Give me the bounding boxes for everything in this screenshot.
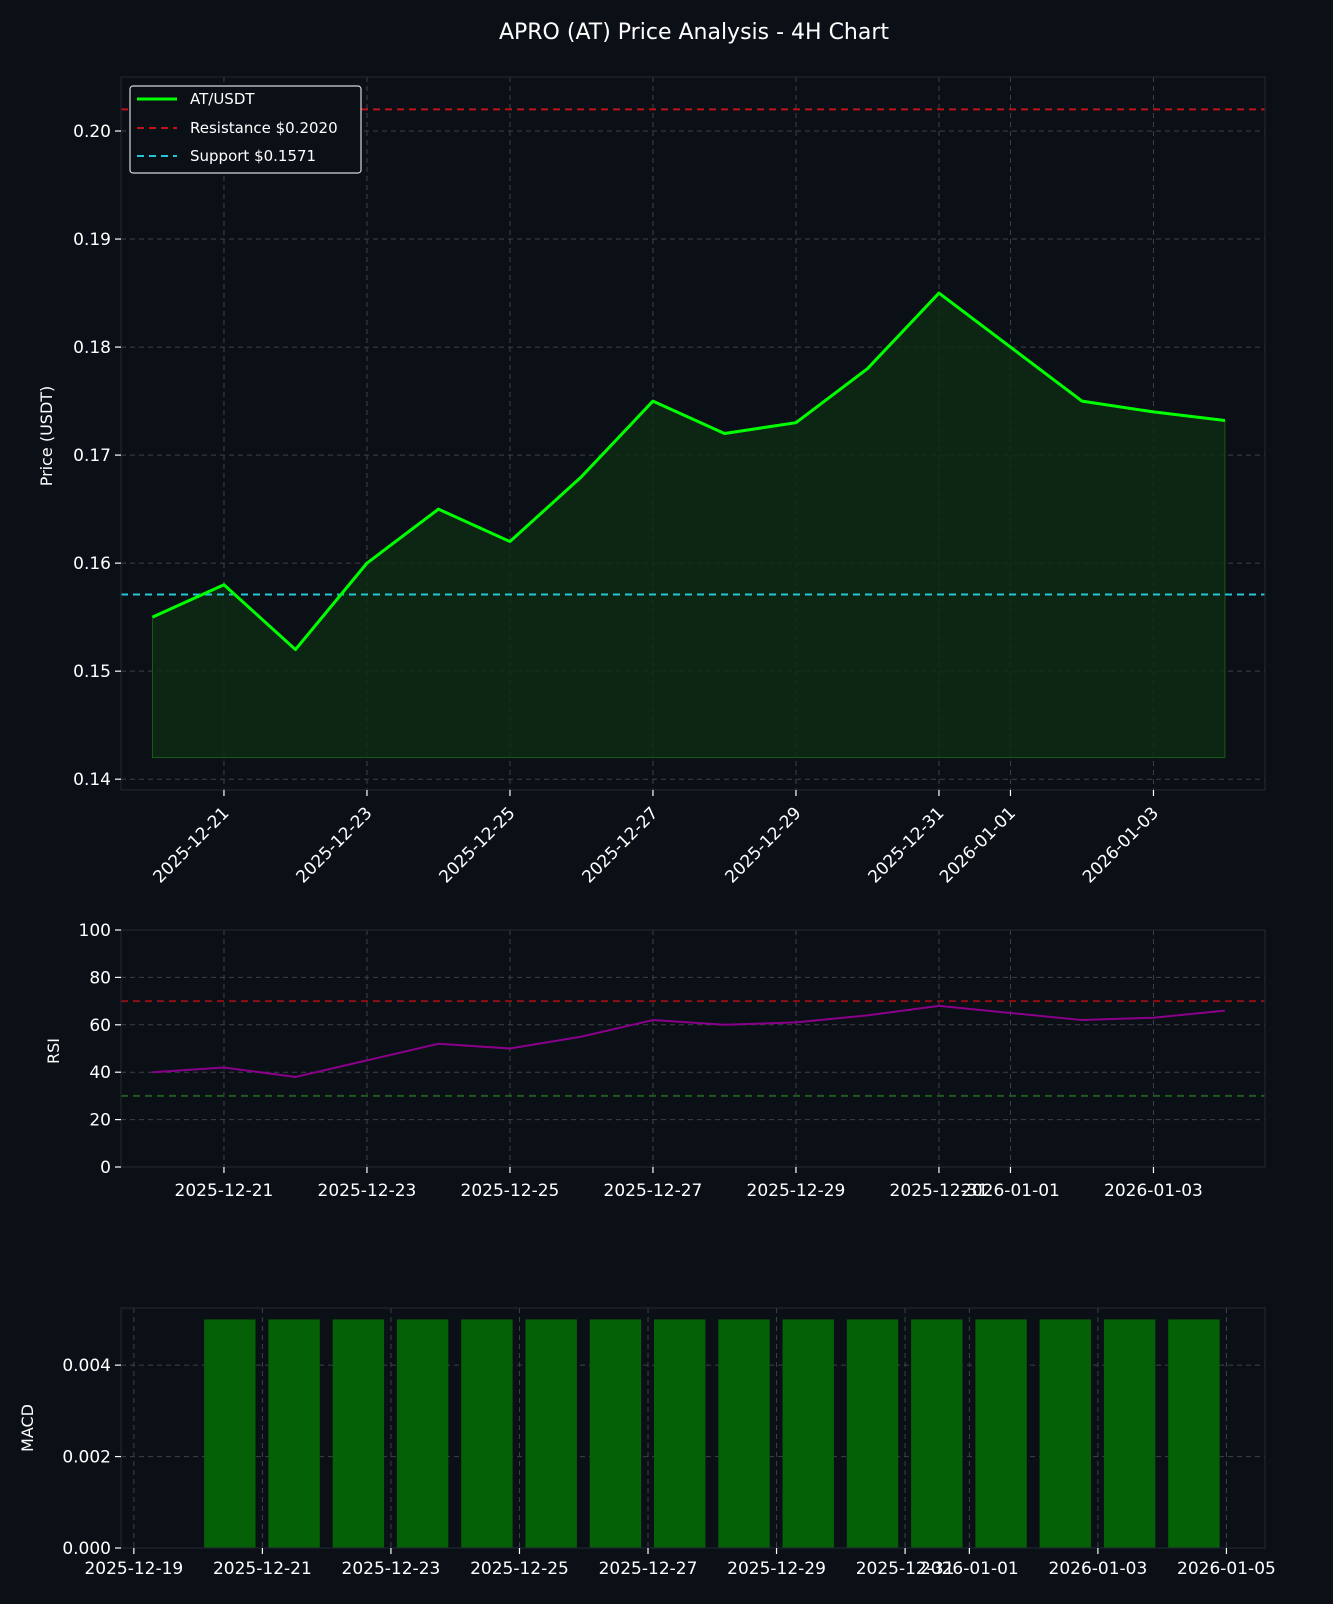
rsi-x-tick-label: 2026-01-03 bbox=[1104, 1181, 1203, 1201]
macd-bar bbox=[782, 1319, 834, 1548]
macd-axes-frame bbox=[120, 1307, 1266, 1549]
macd-x-tick-label: 2025-12-31 bbox=[856, 1559, 955, 1579]
macd-bar bbox=[268, 1319, 320, 1548]
macd-bar bbox=[204, 1319, 256, 1548]
price-axes-frame bbox=[120, 76, 1266, 791]
macd-bars bbox=[204, 1319, 1220, 1548]
macd-bar bbox=[396, 1319, 449, 1548]
macd-bar bbox=[718, 1319, 770, 1548]
price-y-tick-label: 0.14 bbox=[73, 770, 111, 790]
rsi-x-tick-label: 2025-12-27 bbox=[604, 1181, 703, 1201]
macd-bar bbox=[1103, 1319, 1156, 1548]
macd-bar bbox=[1168, 1319, 1220, 1548]
macd-x-ticks: 2025-12-19 2025-12-21 2025-12-23 2025-12-25… bbox=[84, 1548, 1276, 1579]
rsi-x-tick-label: 2026-01-01 bbox=[961, 1181, 1060, 1201]
rsi-y-ticks: 0 20 40 60 80 100 bbox=[79, 921, 121, 1178]
macd-x-tick-label: 2025-12-25 bbox=[470, 1559, 569, 1579]
price-y-tick-label: 0.19 bbox=[73, 230, 111, 250]
macd-y-tick-label: 0.002 bbox=[62, 1448, 111, 1468]
macd-bar bbox=[461, 1319, 513, 1548]
rsi-x-tick-label: 2025-12-29 bbox=[747, 1181, 846, 1201]
price-y-tick-label: 0.16 bbox=[73, 554, 111, 574]
legend-resistance-label: Resistance $0.2020 bbox=[190, 119, 338, 137]
macd-bar bbox=[332, 1319, 385, 1548]
price-series-line bbox=[151, 291, 1226, 652]
macd-x-tick-label: 2026-01-05 bbox=[1177, 1559, 1276, 1579]
rsi-x-tick-label: 2025-12-25 bbox=[461, 1181, 560, 1201]
macd-bar bbox=[589, 1319, 642, 1548]
macd-bar bbox=[846, 1319, 899, 1548]
macd-y-ticks: 0.000 0.002 0.004 bbox=[62, 1356, 121, 1559]
legend-price-label: AT/USDT bbox=[190, 90, 255, 108]
macd-bar bbox=[1039, 1319, 1092, 1548]
macd-bar bbox=[975, 1319, 1027, 1548]
rsi-series-line bbox=[152, 1004, 1226, 1078]
rsi-y-tick-label: 20 bbox=[89, 1111, 111, 1131]
macd-y-tick-label: 0.000 bbox=[62, 1539, 111, 1559]
macd-x-tick-label: 2025-12-23 bbox=[342, 1559, 441, 1579]
macd-bar bbox=[911, 1319, 963, 1548]
price-y-axis-label: Price (USDT) bbox=[37, 386, 56, 487]
price-y-tick-label: 0.15 bbox=[73, 662, 111, 682]
legend-support-label: Support $0.1571 bbox=[190, 147, 316, 165]
macd-x-tick-label: 2025-12-29 bbox=[727, 1559, 826, 1579]
rsi-x-tick-label: 2025-12-31 bbox=[890, 1181, 989, 1201]
rsi-y-tick-label: 60 bbox=[89, 1016, 111, 1036]
rsi-x-ticks: 2025-12-21 2025-12-23 2025-12-25 2025-12-27… bbox=[175, 1167, 1203, 1201]
chart-title: APRO (AT) Price Analysis - 4H Chart bbox=[499, 20, 889, 45]
rsi-axes-frame bbox=[120, 929, 1266, 1168]
price-legend: AT/USDT Resistance $0.2020 Support $0.15… bbox=[129, 85, 362, 174]
macd-y-tick-label: 0.004 bbox=[62, 1356, 111, 1376]
rsi-x-tick-label: 2025-12-23 bbox=[318, 1181, 417, 1201]
macd-x-tick-label: 2025-12-27 bbox=[599, 1559, 698, 1579]
macd-x-tick-label: 2025-12-21 bbox=[213, 1559, 312, 1579]
rsi-y-tick-label: 80 bbox=[89, 968, 111, 988]
rsi-x-tick-label: 2025-12-21 bbox=[175, 1181, 274, 1201]
price-y-ticks: 0.14 0.15 0.16 0.17 0.18 0.19 0.20 bbox=[73, 122, 121, 790]
macd-x-tick-label: 2026-01-01 bbox=[920, 1559, 1019, 1579]
rsi-y-tick-label: 100 bbox=[79, 921, 111, 941]
macd-y-axis-label: MACD bbox=[18, 1404, 37, 1452]
rsi-y-axis-label: RSI bbox=[44, 1038, 63, 1064]
macd-x-tick-label: 2025-12-19 bbox=[84, 1559, 183, 1579]
macd-bar bbox=[525, 1319, 577, 1548]
price-y-tick-label: 0.18 bbox=[73, 338, 111, 358]
macd-bar bbox=[654, 1319, 706, 1548]
macd-x-tick-label: 2026-01-03 bbox=[1049, 1559, 1148, 1579]
price-panel: 0.140.150.160.170.180.190.20 2025-12-21 2… bbox=[37, 76, 1266, 887]
price-y-tick-label: 0.17 bbox=[73, 446, 111, 466]
rsi-y-tick-label: 0 bbox=[100, 1158, 111, 1178]
rsi-y-tick-label: 40 bbox=[89, 1063, 111, 1083]
price-y-tick-label: 0.20 bbox=[73, 122, 111, 142]
legend-box bbox=[129, 85, 362, 174]
